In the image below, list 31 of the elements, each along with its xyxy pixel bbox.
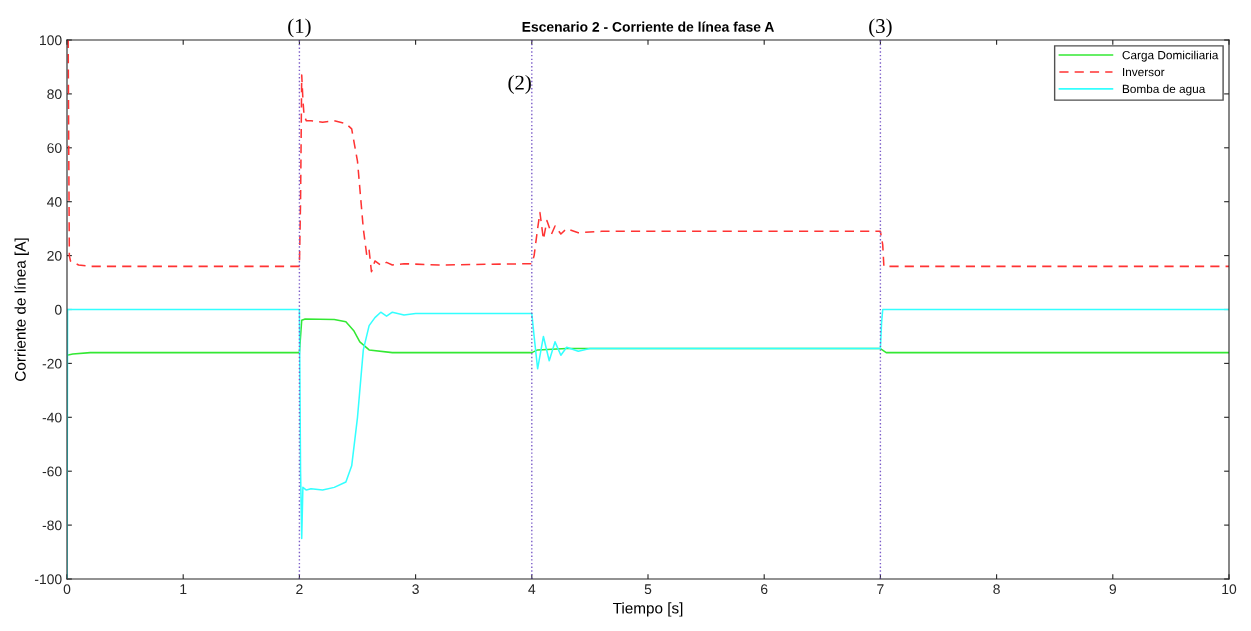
x-tick-label: 7 xyxy=(877,584,884,594)
y-tick-label: 0 xyxy=(54,304,62,315)
chart-title: Escenario 2 - Corriente de línea fase A xyxy=(522,21,774,32)
y-tick-label: -80 xyxy=(42,520,62,531)
annotation: (2) xyxy=(508,75,531,94)
y-tick-label: 60 xyxy=(47,143,62,153)
y-tick-label: 20 xyxy=(47,250,62,261)
y-axis-title: Corriente de línea [A] xyxy=(14,238,29,381)
y-tick-label: -40 xyxy=(42,412,62,423)
y-tick-label: 40 xyxy=(47,197,62,207)
x-tick-label: 8 xyxy=(993,584,1000,595)
x-axis-title: Tiempo [s] xyxy=(612,602,683,617)
text: (1) xyxy=(288,18,311,38)
y-tick-label: 80 xyxy=(47,89,62,100)
x-tick-label: 9 xyxy=(1109,584,1116,595)
y-tick-label: -60 xyxy=(42,466,62,477)
x-tick-label: 4 xyxy=(528,584,536,594)
x-tick-label: 10 xyxy=(1222,584,1237,595)
x-tick-label: 1 xyxy=(180,584,187,594)
x-tick-label: 0 xyxy=(63,584,71,595)
legend-label: Inversor xyxy=(1123,67,1165,77)
y-tick-label: -20 xyxy=(42,358,62,369)
y-tick-label: 100 xyxy=(40,35,62,46)
legend-label: Carga Domiciliaria xyxy=(1122,50,1219,62)
y-tick-label: -100 xyxy=(34,574,62,585)
legend-label: Bomba de agua xyxy=(1122,84,1206,96)
text: (3) xyxy=(869,18,892,38)
x-tick-label: 3 xyxy=(412,584,419,595)
x-tick-label: 6 xyxy=(761,584,768,595)
x-tick-label: 2 xyxy=(296,584,303,594)
x-tick-label: 5 xyxy=(644,584,652,595)
